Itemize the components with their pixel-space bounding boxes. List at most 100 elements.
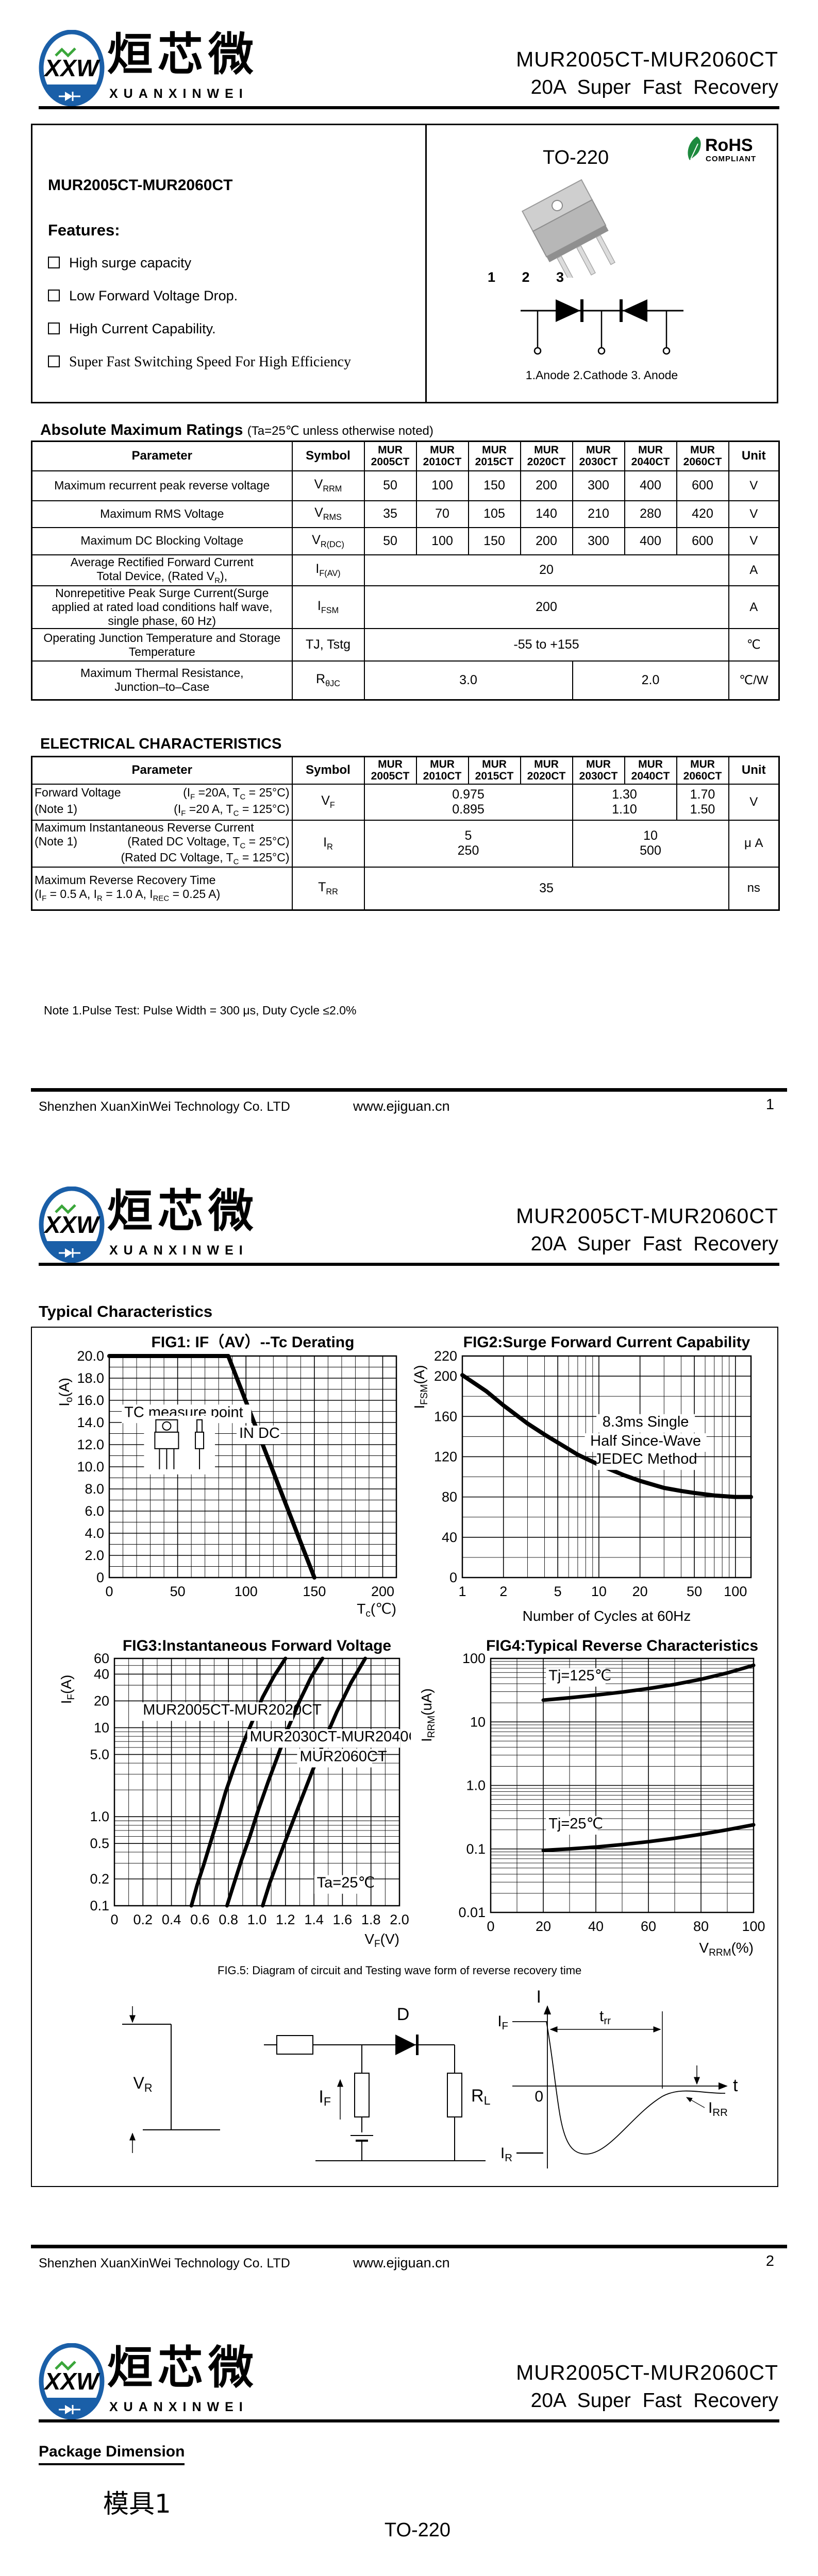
table-cell: -55 to +155 — [363, 628, 729, 662]
logo-acronym: XXW — [43, 55, 101, 81]
table-cell: VF — [291, 783, 365, 821]
page-number: 1 — [765, 1096, 774, 1113]
svg-text:50: 50 — [687, 1584, 702, 1599]
table-cell: V — [728, 470, 780, 501]
table-cell: 1.70 1.50 — [676, 783, 729, 821]
table-cell: Maximum Thermal Resistance, Junction–to–C… — [31, 660, 293, 701]
company-logo-icon: XXW — [38, 1186, 105, 1267]
svg-text:MUR2005CT-MUR2020CT: MUR2005CT-MUR2020CT — [143, 1702, 322, 1718]
svg-text:160: 160 — [434, 1409, 457, 1424]
table-cell: MUR 2030CT — [572, 440, 625, 471]
svg-text:0.5: 0.5 — [90, 1836, 109, 1851]
table-row: Parameter Symbol MUR 2005CT MUR 2010CT MUR 2015… — [31, 440, 780, 471]
vr-label: VR​ — [133, 2074, 152, 2094]
svg-text:100: 100 — [235, 1584, 258, 1599]
svg-text:Tj=25℃: Tj=25℃ — [548, 1816, 603, 1832]
table-cell: MUR 2010CT — [415, 756, 469, 785]
svg-text:JEDEC Method: JEDEC Method — [594, 1451, 697, 1467]
svg-text:FIG3:Instantaneous Forward Vol: FIG3:Instantaneous Forward Voltage — [123, 1637, 391, 1654]
table-cell: 2.0 — [572, 660, 729, 701]
elec-char-heading: ELECTRICAL CHARACTERISTICS — [40, 736, 282, 752]
chart-fig4-reverse-characteristics: 0 20 40 60 80 100 100 10 1.0 0.1 0.01 FIG4:Typical … — [419, 1637, 765, 1958]
rohs-compliant-icon: RoHS COMPLIANT — [686, 133, 771, 167]
svg-text:0.8: 0.8 — [219, 1912, 238, 1927]
product-title: MUR2005CT-MUR2060CT — [48, 177, 233, 194]
rohs-compliant-text: COMPLIANT — [706, 155, 756, 163]
irr-label: IRR​ — [708, 2099, 728, 2119]
pulse-test-note: Note 1.Pulse Test: Pulse Width = 300 μs,… — [44, 1004, 357, 1017]
table-cell: 400 — [624, 470, 677, 501]
table-cell: Operating Junction Temperature and Stora… — [31, 628, 293, 662]
footer-website: www.ejiguan.cn — [353, 1098, 450, 1114]
table-cell: 140 — [520, 500, 573, 528]
svg-text:Tc​(℃): Tc​(℃) — [357, 1601, 396, 1619]
feature-item: High Current Capability. — [48, 321, 351, 337]
table-cell: Symbol — [291, 756, 365, 785]
feature-text: Super Fast Switching Speed For High Effi… — [69, 354, 351, 370]
svg-text:Tj=125℃: Tj=125℃ — [548, 1668, 611, 1684]
svg-text:0: 0 — [110, 1912, 118, 1927]
svg-text:12.0: 12.0 — [77, 1437, 104, 1452]
svg-text:16.0: 16.0 — [77, 1393, 104, 1408]
table-cell: ℃/W — [728, 660, 780, 701]
svg-text:50: 50 — [170, 1584, 186, 1599]
table-cell: 150 — [468, 470, 521, 501]
page-number: 2 — [765, 2253, 774, 2269]
rl-label: RL​ — [471, 2086, 491, 2107]
table-cell: V — [728, 527, 780, 555]
table-cell: VRRM — [291, 470, 365, 501]
svg-text:0.1: 0.1 — [466, 1841, 486, 1857]
table-cell: V — [728, 783, 780, 821]
table-cell: 100 — [415, 470, 469, 501]
table-row: Operating Junction Temperature and Stora… — [31, 628, 780, 662]
table-cell: 210 — [572, 500, 625, 528]
table-cell: Maximum Reverse Recovery Time (IF = 0.5 A… — [31, 867, 293, 911]
table-row: Maximum Thermal Resistance, Junction–to–C… — [31, 660, 780, 701]
feature-item: High surge capacity — [48, 255, 351, 271]
table-cell: Maximum Instantaneous Reverse Current (No… — [31, 819, 293, 868]
features-heading: Features: — [48, 221, 120, 239]
svg-text:100: 100 — [724, 1584, 747, 1599]
if-level-label: IF​ — [497, 2013, 508, 2032]
table-row: Nonrepetitive Peak Surge Current(Surge ap… — [31, 585, 780, 630]
svg-text:10.0: 10.0 — [77, 1459, 104, 1475]
table-cell: 420 — [676, 500, 729, 528]
table-cell: Maximum RMS Voltage — [31, 500, 293, 528]
svg-text:40: 40 — [588, 1919, 604, 1934]
checkbox-icon — [48, 323, 60, 334]
svg-text:MUR2060CT: MUR2060CT — [299, 1749, 387, 1765]
svg-text:5.0: 5.0 — [90, 1747, 109, 1762]
svg-text:2: 2 — [499, 1584, 507, 1599]
table-cell: 200 — [363, 585, 729, 630]
table-cell: Nonrepetitive Peak Surge Current(Surge ap… — [31, 585, 293, 630]
page-2: XXW 烜芯微 XUANXINWEI MUR2005CT-MUR2060CT 2… — [0, 1157, 818, 2313]
svg-text:14.0: 14.0 — [77, 1415, 104, 1430]
abs-max-heading: Absolute Maximum Ratings (Ta=25℃ unless … — [40, 421, 433, 439]
table-cell: MUR 2015CT — [468, 440, 521, 471]
svg-text:IRRM​(uA): IRRM​(uA) — [419, 1688, 437, 1742]
table-cell: IFSM — [291, 585, 365, 630]
brand-chinese: 烜芯微 — [107, 28, 259, 81]
svg-text:6.0: 6.0 — [85, 1503, 104, 1519]
intro-right-cell: TO-220 RoHS COMPLIANT — [427, 125, 777, 402]
table-cell: MUR 2030CT — [572, 756, 625, 785]
table-cell: 400 — [624, 527, 677, 555]
trr-label: trr​ — [599, 2008, 611, 2027]
svg-text:FIG1: IF（AV）--Tc Derating: FIG1: IF（AV）--Tc Derating — [152, 1333, 355, 1351]
chart-fig1-derating: 0 50 100 150 200 20.0 18.0 16.0 14.0 12.0 10.0 8.0 6… — [56, 1333, 397, 1619]
svg-text:1.6: 1.6 — [333, 1912, 353, 1927]
part-range-title: MUR2005CT-MUR2060CT — [516, 2361, 778, 2384]
table-row: Maximum DC Blocking Voltage VR(DC) 50 100 15… — [31, 527, 780, 555]
svg-text:8.3ms Single: 8.3ms Single — [603, 1414, 689, 1430]
header-rule — [39, 2419, 779, 2422]
table-cell: 200 — [520, 470, 573, 501]
footer-rule — [31, 1088, 787, 1092]
if-source-label: IF​ — [319, 2087, 331, 2108]
feature-text: High Current Capability. — [69, 321, 216, 336]
svg-text:0.01: 0.01 — [458, 1905, 486, 1920]
table-cell: TJ, Tstg — [291, 628, 365, 662]
feature-text: High surge capacity — [69, 255, 192, 270]
svg-text:1.4: 1.4 — [304, 1912, 324, 1927]
svg-text:IFSM​(A): IFSM​(A) — [411, 1365, 430, 1409]
package-name: TO-220 — [384, 2519, 451, 2541]
